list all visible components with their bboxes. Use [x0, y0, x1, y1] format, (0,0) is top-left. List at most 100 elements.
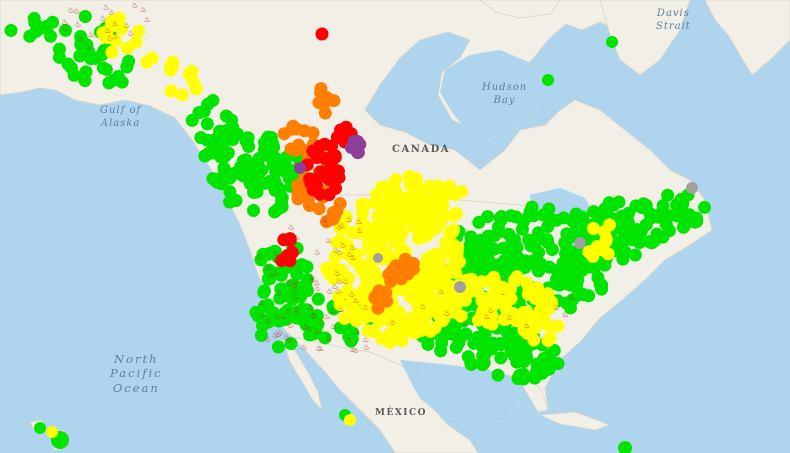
fire-icon[interactable]: ♨	[354, 327, 361, 336]
aqi-monitor-dot[interactable]	[241, 131, 255, 145]
aqi-monitor-dot[interactable]	[252, 163, 266, 177]
fire-icon[interactable]: ♨	[308, 302, 315, 311]
fire-icon[interactable]: ♨	[444, 308, 451, 317]
aqi-monitor-dot[interactable]	[628, 248, 642, 262]
fire-icon[interactable]: ♨	[310, 310, 317, 319]
fire-icon[interactable]: ♨	[342, 277, 349, 286]
aqi-monitor-dot[interactable]	[185, 113, 199, 127]
aqi-monitor-dot[interactable]	[452, 255, 466, 269]
fire-icon[interactable]: ♨	[294, 308, 301, 317]
fire-icon[interactable]: ♨	[313, 327, 320, 336]
aqi-monitor-dot[interactable]	[606, 36, 618, 48]
aqi-monitor-dot[interactable]	[615, 223, 629, 237]
aqi-monitor-dot[interactable]	[78, 9, 92, 23]
aqi-monitor-dot[interactable]	[545, 243, 559, 257]
fire-icon[interactable]: ♨	[314, 248, 321, 257]
aqi-monitor-dot[interactable]	[523, 313, 537, 327]
aqi-monitor-dot[interactable]	[426, 267, 440, 281]
aqi-monitor-dot[interactable]	[449, 206, 463, 220]
fire-icon[interactable]: ♨	[487, 306, 494, 315]
aqi-monitor-dot[interactable]	[531, 281, 545, 295]
aqi-monitor-dot[interactable]	[517, 323, 531, 337]
aqi-monitor-dot[interactable]	[328, 250, 342, 264]
aqi-monitor-dot[interactable]	[607, 198, 621, 212]
aqi-monitor-dot[interactable]	[34, 422, 46, 434]
aqi-monitor-dot[interactable]	[449, 298, 463, 312]
aqi-monitor-dot[interactable]	[426, 304, 440, 318]
aqi-monitor-dot[interactable]	[129, 35, 143, 49]
aqi-monitor-dot[interactable]	[416, 188, 430, 202]
aqi-monitor-dot[interactable]	[257, 285, 271, 299]
aqi-monitor-dot[interactable]	[221, 146, 235, 160]
fire-icon[interactable]: ♨	[287, 321, 294, 330]
aqi-monitor-dot[interactable]	[514, 370, 528, 384]
aqi-monitor-dot[interactable]	[341, 284, 355, 298]
aqi-monitor-dot[interactable]	[652, 210, 666, 224]
aqi-monitor-dot[interactable]	[520, 276, 534, 290]
fire-icon[interactable]: ♨	[258, 298, 265, 307]
fire-icon[interactable]: ♨	[346, 215, 353, 224]
fire-icon[interactable]: ♨	[286, 335, 293, 344]
aqi-monitor-dot[interactable]	[247, 204, 261, 218]
fire-icon[interactable]: ♨	[438, 287, 445, 296]
aqi-monitor-dot[interactable]	[388, 231, 402, 245]
fire-icon[interactable]: ♨	[461, 318, 468, 327]
aqi-monitor-dot[interactable]	[330, 130, 344, 144]
fire-icon[interactable]: ♨	[363, 343, 370, 352]
fire-icon[interactable]: ♨	[315, 344, 322, 353]
aqi-monitor-dot[interactable]	[361, 324, 375, 338]
fire-icon[interactable]: ♨	[282, 252, 289, 261]
fire-icon[interactable]: ♨	[336, 247, 343, 256]
aqi-monitor-dot[interactable]	[213, 124, 227, 138]
fire-icon[interactable]: ♨	[107, 33, 114, 42]
fire-icon[interactable]: ♨	[265, 263, 272, 272]
fire-icon[interactable]: ♨	[314, 283, 321, 292]
aqi-monitor-dot[interactable]	[261, 315, 275, 329]
aqi-monitor-dot[interactable]	[412, 271, 426, 285]
aqi-monitor-dot[interactable]	[676, 220, 690, 234]
fire-icon[interactable]: ♨	[335, 287, 342, 296]
aqi-monitor-dot[interactable]	[429, 221, 443, 235]
fire-icon[interactable]: ♨	[68, 6, 75, 15]
fire-icon[interactable]: ♨	[484, 312, 491, 321]
fire-icon[interactable]: ♨	[291, 281, 298, 290]
aqi-monitor-dot[interactable]	[656, 199, 670, 213]
aqi-monitor-dot[interactable]	[536, 208, 550, 222]
aqi-monitor-dot[interactable]	[414, 324, 428, 338]
fire-icon[interactable]: ♨	[349, 243, 356, 252]
fire-icon[interactable]: ♨	[285, 307, 292, 316]
fire-icon[interactable]: ♨	[293, 233, 300, 242]
aqi-monitor-dot[interactable]	[541, 287, 555, 301]
aqi-monitor-dot[interactable]	[491, 368, 505, 382]
aqi-monitor-dot[interactable]	[379, 286, 393, 300]
aqi-monitor-dot[interactable]	[571, 287, 585, 301]
aqi-monitor-dot[interactable]	[493, 337, 507, 351]
aqi-monitor-dot[interactable]	[571, 273, 585, 287]
aqi-monitor-dot[interactable]	[109, 34, 123, 48]
aqi-monitor-dot[interactable]	[438, 292, 452, 306]
fire-icon[interactable]: ♨	[292, 285, 299, 294]
aqi-monitor-dot[interactable]	[73, 49, 87, 63]
aqi-monitor-dot[interactable]	[252, 151, 266, 165]
fire-icon[interactable]: ♨	[62, 23, 69, 32]
aqi-monitor-dot[interactable]	[189, 82, 203, 96]
aqi-monitor-dot[interactable]	[428, 321, 442, 335]
aqi-monitor-dot[interactable]	[454, 309, 468, 323]
fire-icon[interactable]: ♨	[348, 290, 355, 299]
aqi-monitor-dot[interactable]	[342, 272, 356, 286]
fire-icon[interactable]: ♨	[86, 42, 93, 51]
aqi-monitor-dot[interactable]	[494, 351, 508, 365]
aqi-monitor-dot[interactable]	[28, 16, 42, 30]
aqi-monitor-dot[interactable]	[318, 106, 332, 120]
aqi-monitor-dot[interactable]	[163, 59, 177, 73]
aqi-monitor-dot[interactable]	[586, 221, 600, 235]
aqi-monitor-dot[interactable]	[560, 242, 574, 256]
fire-icon[interactable]: ♨	[100, 14, 107, 23]
fire-icon[interactable]: ♨	[103, 3, 110, 12]
fire-icon[interactable]: ♨	[305, 324, 312, 333]
fire-icon[interactable]: ♨	[389, 317, 396, 326]
aqi-monitor-dot[interactable]	[346, 326, 360, 340]
fire-icon[interactable]: ♨	[325, 236, 332, 245]
fire-icon[interactable]: ♨	[324, 312, 331, 321]
fire-icon[interactable]: ♨	[272, 255, 279, 264]
